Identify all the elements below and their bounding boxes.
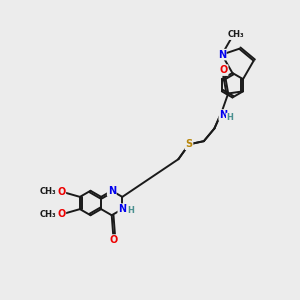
Text: O: O <box>57 209 65 219</box>
Text: CH₃: CH₃ <box>228 30 244 39</box>
Text: O: O <box>57 187 65 197</box>
Text: N: N <box>218 50 226 60</box>
Text: CH₃: CH₃ <box>40 210 56 219</box>
Text: N: N <box>219 110 227 120</box>
Text: CH₃: CH₃ <box>40 187 56 196</box>
Text: H: H <box>127 206 134 215</box>
Text: S: S <box>185 139 193 149</box>
Text: H: H <box>227 113 233 122</box>
Text: N: N <box>118 204 126 214</box>
Text: O: O <box>219 65 228 75</box>
Text: N: N <box>108 186 116 196</box>
Text: O: O <box>109 235 117 245</box>
